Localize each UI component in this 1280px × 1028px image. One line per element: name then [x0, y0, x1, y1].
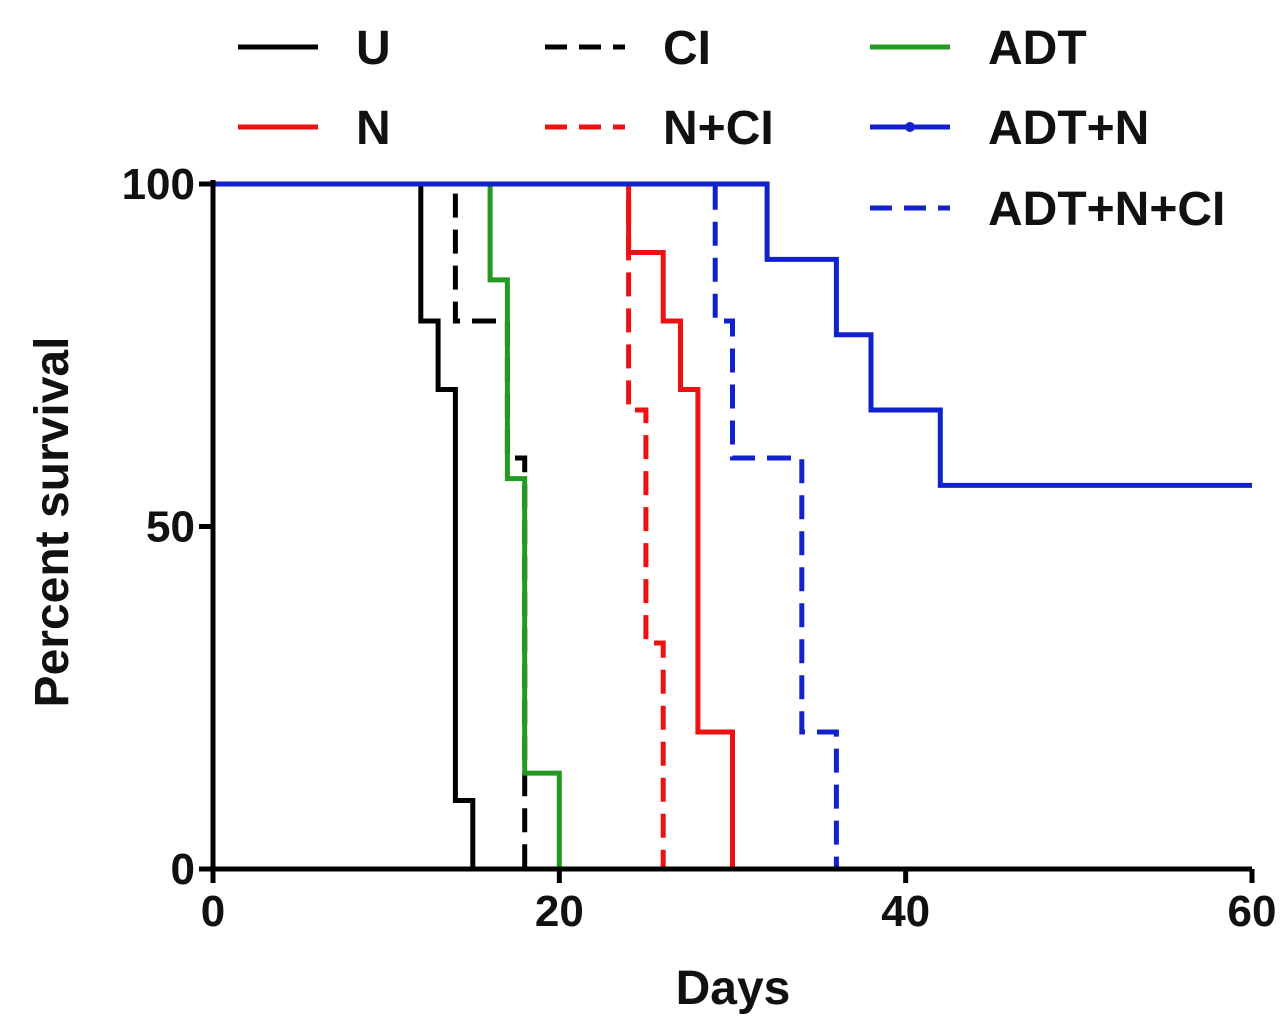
legend-label-adt-plus-n-plus-ci: ADT+N+CI: [988, 183, 1225, 236]
x-tick-label: 0: [201, 887, 225, 936]
series-line-n: [213, 181, 735, 869]
y-tick-label: 100: [122, 160, 195, 209]
y-tick-label: 50: [146, 503, 195, 552]
legend-label-ci: CI: [663, 22, 711, 75]
y-tick-label: 0: [171, 845, 195, 894]
series-layer: [213, 181, 1252, 869]
axes: 0 50 100 0 20 40 60: [122, 160, 1277, 936]
legend-label-adt: ADT: [988, 22, 1087, 75]
series-line-ci: [213, 181, 528, 869]
legend-label-u: U: [356, 22, 391, 75]
legend-label-n-plus-ci: N+CI: [663, 102, 774, 155]
series-line-adt: [213, 181, 562, 869]
legend-marker-adt-plus-n: [905, 122, 915, 132]
x-tick-label: 20: [535, 887, 584, 936]
series-line-u: [213, 181, 476, 869]
y-axis-title: Percent survival: [26, 337, 79, 708]
x-axis-title: Days: [676, 962, 791, 1015]
legend: UN CI N+CI ADT ADT+N ADT+N+CI: [238, 22, 1225, 236]
legend-label-adt-plus-n: ADT+N: [988, 102, 1149, 155]
x-tick-label: 40: [881, 887, 930, 936]
x-tick-label: 60: [1228, 887, 1277, 936]
legend-label-n: N: [356, 102, 391, 155]
series-line-adt-plus-n-plus-ci: [213, 181, 839, 869]
series-line-adt-plus-n: [213, 181, 1252, 488]
series-line-n-plus-ci: [213, 181, 666, 869]
